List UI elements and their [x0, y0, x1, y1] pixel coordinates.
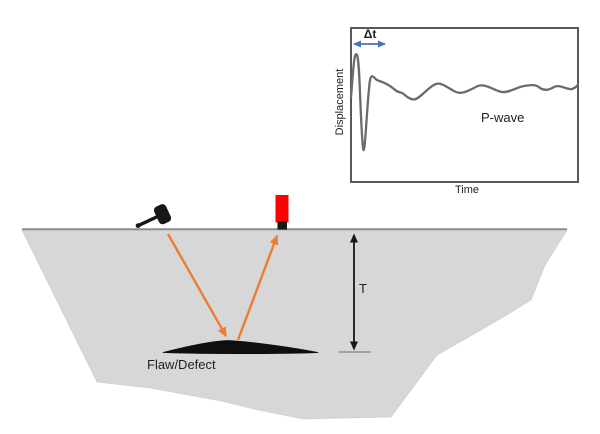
inset-plot-frame: [350, 27, 579, 183]
sensor-body: [275, 195, 289, 223]
p-wave-trace: [349, 53, 580, 152]
thickness-label: T: [359, 281, 367, 296]
sensor-base: [277, 221, 287, 230]
impact-ray-arrow: [166, 233, 228, 338]
flaw-defect-label: Flaw/Defect: [147, 357, 216, 372]
delta-t-label: Δt: [363, 27, 377, 41]
concrete-slab: [21, 229, 568, 420]
displacement-axis-label: Displacement: [334, 68, 346, 136]
hammer-head: [153, 204, 172, 225]
hammer-handle: [136, 214, 161, 228]
hammer-handle-knob: [135, 223, 141, 229]
hammer-icon: [135, 204, 172, 229]
flaw-defect-shape: [162, 340, 319, 355]
reflected-ray-arrow: [236, 234, 279, 341]
time-axis-label: Time: [454, 184, 480, 196]
p-wave-label: P-wave: [481, 110, 525, 125]
